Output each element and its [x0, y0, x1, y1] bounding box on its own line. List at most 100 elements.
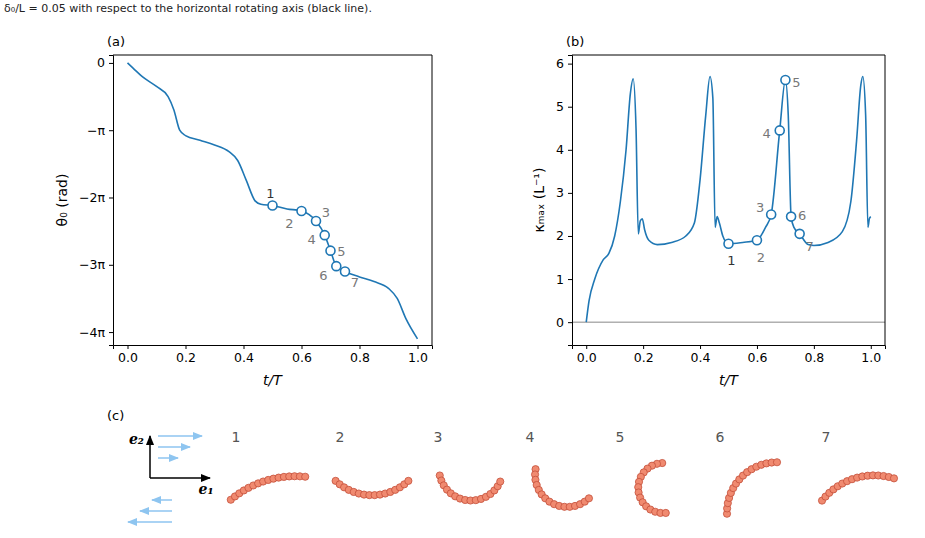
- tick-label: 0.4: [691, 350, 711, 365]
- y-tick: −4π: [79, 325, 113, 340]
- tick-mark: [244, 345, 245, 349]
- x-axis: 0.00.20.40.60.81.0: [114, 345, 433, 365]
- flow-arrow: [158, 446, 190, 448]
- x-axis-title: t/T: [263, 372, 283, 388]
- tick-mark: [128, 345, 129, 349]
- tick-label: −π: [87, 123, 105, 138]
- tick-label: 2: [556, 228, 564, 243]
- y-axis: 0 −π −2π −3π −4π: [79, 55, 113, 345]
- flow-arrow: [128, 521, 172, 523]
- tick-mark: [418, 345, 419, 349]
- bead: [585, 495, 592, 502]
- basis-arrow: [149, 436, 151, 478]
- panel-label: (c): [107, 408, 124, 423]
- marker: [312, 217, 321, 226]
- y-axis: 0 1 2 3 4 5 6: [556, 56, 572, 346]
- marker: [341, 267, 350, 276]
- tick-mark: [568, 236, 572, 237]
- panel: 12345670.00.20.40.60.81.00123456t/Tκₘₐₓ …: [531, 34, 886, 388]
- y-tick: 0: [97, 55, 113, 70]
- tick-label: 0.6: [292, 350, 312, 365]
- axis-line: [573, 346, 886, 350]
- tick-mark: [568, 107, 572, 108]
- tick-label: 0.0: [577, 350, 597, 365]
- tick-label: 0.0: [118, 350, 138, 365]
- x-tick: 0.2: [176, 345, 196, 365]
- axis-line: [568, 56, 573, 346]
- marker: [775, 126, 784, 135]
- tick-label: 5: [556, 99, 564, 114]
- tick-label: 3: [556, 185, 564, 200]
- basis-label: e₂: [129, 431, 144, 447]
- marker-label: 2: [285, 216, 293, 231]
- tick-mark: [586, 345, 587, 349]
- marker: [752, 236, 761, 245]
- x-tick: 0.8: [350, 345, 370, 365]
- filament: [723, 459, 780, 518]
- tick-mark: [186, 345, 187, 349]
- tick-mark: [109, 63, 113, 64]
- y-tick: 1: [556, 272, 572, 287]
- marker: [332, 262, 341, 271]
- filament: [227, 473, 309, 504]
- tick-mark: [109, 332, 113, 333]
- tick-mark: [700, 345, 701, 349]
- tick-label: 0: [556, 315, 564, 330]
- marker: [297, 206, 306, 215]
- figure: δ₀/L = 0.05 with respect to the horizont…: [0, 0, 925, 538]
- tick-label: −3π: [79, 257, 105, 272]
- y-axis-title: θ₀ (rad): [54, 174, 70, 227]
- tick-label: 4: [556, 142, 564, 157]
- tick-label: 1.0: [408, 350, 428, 365]
- marker-label: 1: [727, 253, 735, 268]
- frame: [432, 55, 433, 345]
- y-tick: 5: [556, 99, 572, 114]
- tick-label: −2π: [79, 190, 105, 205]
- marker-label: 2: [757, 250, 765, 265]
- marker-label: 3: [756, 200, 764, 215]
- marker-label: 5: [792, 75, 800, 90]
- tick-mark: [302, 345, 303, 349]
- y-tick: −π: [87, 123, 113, 138]
- x-axis: 0.00.20.40.60.81.0: [573, 345, 886, 365]
- y-tick: −2π: [79, 190, 113, 205]
- x-tick: 0.2: [634, 345, 654, 365]
- tick-mark: [568, 193, 572, 194]
- illustration: (c)e₁e₂1234567: [107, 408, 898, 522]
- marker: [268, 201, 277, 210]
- marker-label: 4: [308, 232, 316, 247]
- x-tick: 1.0: [408, 345, 428, 365]
- marker: [326, 246, 335, 255]
- marker-label: 7: [351, 275, 359, 290]
- filament: [436, 472, 504, 504]
- marker-label: 7: [805, 239, 813, 254]
- snapshot-label: 3: [434, 429, 443, 445]
- tick-mark: [814, 345, 815, 349]
- y-tick: 6: [556, 56, 572, 71]
- tick-label: 0.2: [176, 350, 196, 365]
- tick-mark: [643, 345, 644, 349]
- tick-label: 0.2: [634, 350, 654, 365]
- frame: [572, 55, 885, 56]
- x-tick: 1.0: [861, 345, 881, 365]
- bead: [302, 473, 309, 480]
- marker-label: 5: [337, 244, 345, 259]
- filament: [332, 477, 412, 498]
- x-tick: 0.0: [118, 345, 138, 365]
- tick-mark: [568, 322, 572, 323]
- snapshot-label: 4: [526, 429, 535, 445]
- tick-mark: [360, 345, 361, 349]
- filament: [635, 459, 670, 516]
- bead: [662, 509, 669, 516]
- marker: [795, 229, 804, 238]
- axis-line: [109, 56, 114, 346]
- tick-label: 1: [556, 272, 564, 287]
- basis-arrow: [150, 477, 210, 479]
- marker-label: 4: [763, 126, 771, 141]
- panel-label: (b): [566, 34, 584, 49]
- marker-label: 1: [266, 186, 274, 201]
- y-tick: −3π: [79, 257, 113, 272]
- y-tick: 3: [556, 185, 572, 200]
- bead: [773, 459, 780, 466]
- basis-label: e₁: [198, 481, 213, 497]
